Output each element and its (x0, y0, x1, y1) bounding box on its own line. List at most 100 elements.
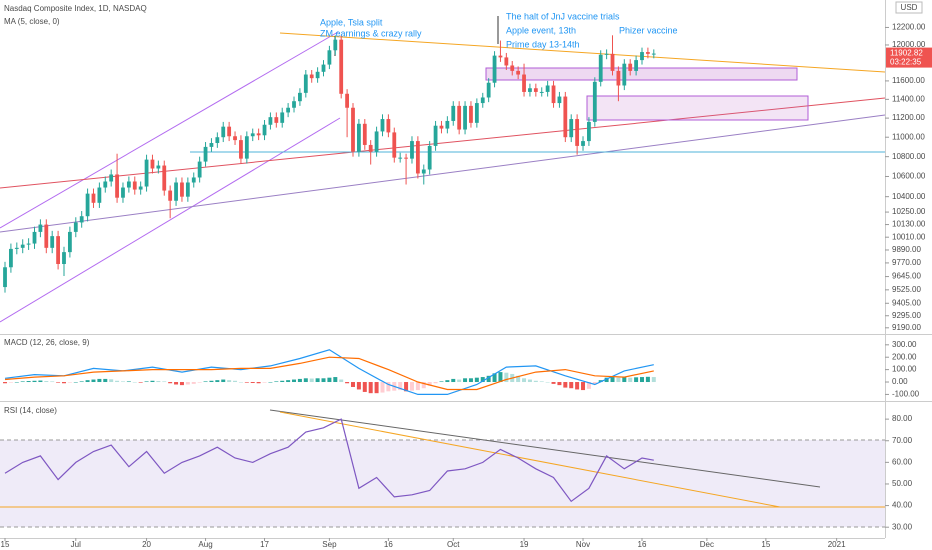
histogram-bar (421, 382, 426, 389)
histogram-bar (575, 382, 580, 390)
candle-body (610, 53, 615, 71)
candle-body (321, 64, 326, 72)
candle-body (233, 136, 237, 141)
rsi-band (0, 440, 885, 527)
candle-body (410, 141, 414, 159)
x-tick-label: 15 (1, 540, 10, 549)
annotation: The halt of JnJ vaccine trials (506, 11, 620, 21)
candle-body (445, 120, 450, 129)
zone-box (586, 95, 809, 121)
candle-body (545, 85, 550, 92)
candle-body (522, 74, 526, 92)
candle-body (85, 193, 90, 217)
candle-body (368, 144, 373, 152)
histogram-bar (468, 378, 473, 383)
histogram-bar (262, 382, 267, 383)
histogram-bar (297, 378, 302, 383)
candle-body (209, 143, 214, 147)
candle-body (486, 82, 491, 98)
legend-entry: MA (5, close, 0) (4, 17, 60, 26)
histogram-bar (174, 382, 179, 385)
candle-body (404, 157, 408, 159)
histogram-bar (144, 381, 149, 383)
histogram-bar (162, 381, 167, 383)
y-tick-label: 10250.00 (892, 207, 926, 216)
x-tick-label: Oct (447, 540, 460, 549)
candle-body (557, 96, 562, 104)
histogram-bar (286, 380, 291, 383)
histogram-bar (433, 382, 438, 384)
histogram-bar (73, 382, 78, 383)
candle-body (144, 159, 149, 187)
currency-box (895, 1, 923, 14)
candle-body (227, 126, 232, 137)
histogram-bar (386, 382, 391, 392)
y-tick-label: 10800.00 (892, 152, 926, 161)
candle-body (539, 91, 544, 93)
candle-body (168, 190, 173, 201)
candle-body (333, 39, 338, 51)
candle-body (44, 224, 49, 248)
candle-body (469, 105, 473, 123)
histogram-bar (32, 380, 37, 383)
histogram-bar (539, 381, 544, 383)
histogram-bar (592, 382, 597, 385)
candle-body (392, 132, 397, 158)
histogram-bar (339, 379, 344, 383)
candle-body (439, 125, 444, 129)
histogram-bar (533, 380, 538, 383)
y-tick-label: 11600.00 (892, 76, 925, 85)
x-tick-label: 20 (142, 540, 151, 549)
y-tick-label: 9890.00 (892, 245, 921, 254)
candle-body (79, 216, 84, 223)
candle-body (345, 93, 349, 108)
candle-body (26, 243, 31, 245)
histogram-bar (14, 382, 19, 383)
candle-body (498, 55, 503, 58)
currency: USD (901, 3, 918, 12)
candle-body (150, 159, 155, 169)
histogram-bar (551, 382, 556, 384)
candle-body (56, 236, 60, 265)
candle-body (156, 165, 161, 169)
candle-body (604, 53, 609, 55)
histogram-bar (215, 380, 220, 383)
histogram-bar (610, 377, 615, 383)
histogram-bar (634, 377, 639, 383)
candle-body (504, 57, 509, 66)
candle-body (386, 119, 391, 133)
histogram-bar (645, 376, 650, 383)
candle-body (592, 81, 597, 122)
histogram-bar (150, 380, 155, 383)
histogram-bar (250, 382, 255, 384)
histogram-bar (20, 381, 25, 383)
candle-body (551, 85, 556, 104)
x-tick-label: 19 (520, 540, 529, 549)
histogram-bar (527, 379, 532, 383)
candle-body (492, 55, 497, 83)
candle-body (528, 88, 532, 92)
candle-body (262, 124, 267, 136)
y-tick-label: 200.00 (892, 352, 917, 361)
histogram-bar (457, 379, 462, 383)
candle-body (451, 105, 456, 121)
candle-body (286, 107, 291, 113)
histogram-bar (44, 381, 49, 383)
histogram-bar (179, 382, 184, 386)
resistance-line (279, 32, 886, 73)
x-tick-label: Nov (576, 540, 590, 549)
histogram-bar (333, 377, 338, 383)
rsi-trend-line (269, 409, 821, 488)
histogram-bar (233, 380, 238, 383)
y-tick-label: 11200.00 (892, 113, 925, 122)
candle-body (73, 222, 78, 232)
histogram-bar (315, 378, 320, 383)
candle-body (121, 187, 125, 198)
histogram-bar (415, 382, 420, 391)
histogram-bar (26, 381, 31, 383)
histogram-bar (374, 382, 379, 394)
rsi-trend-line (279, 411, 781, 508)
candle-body (581, 141, 585, 146)
